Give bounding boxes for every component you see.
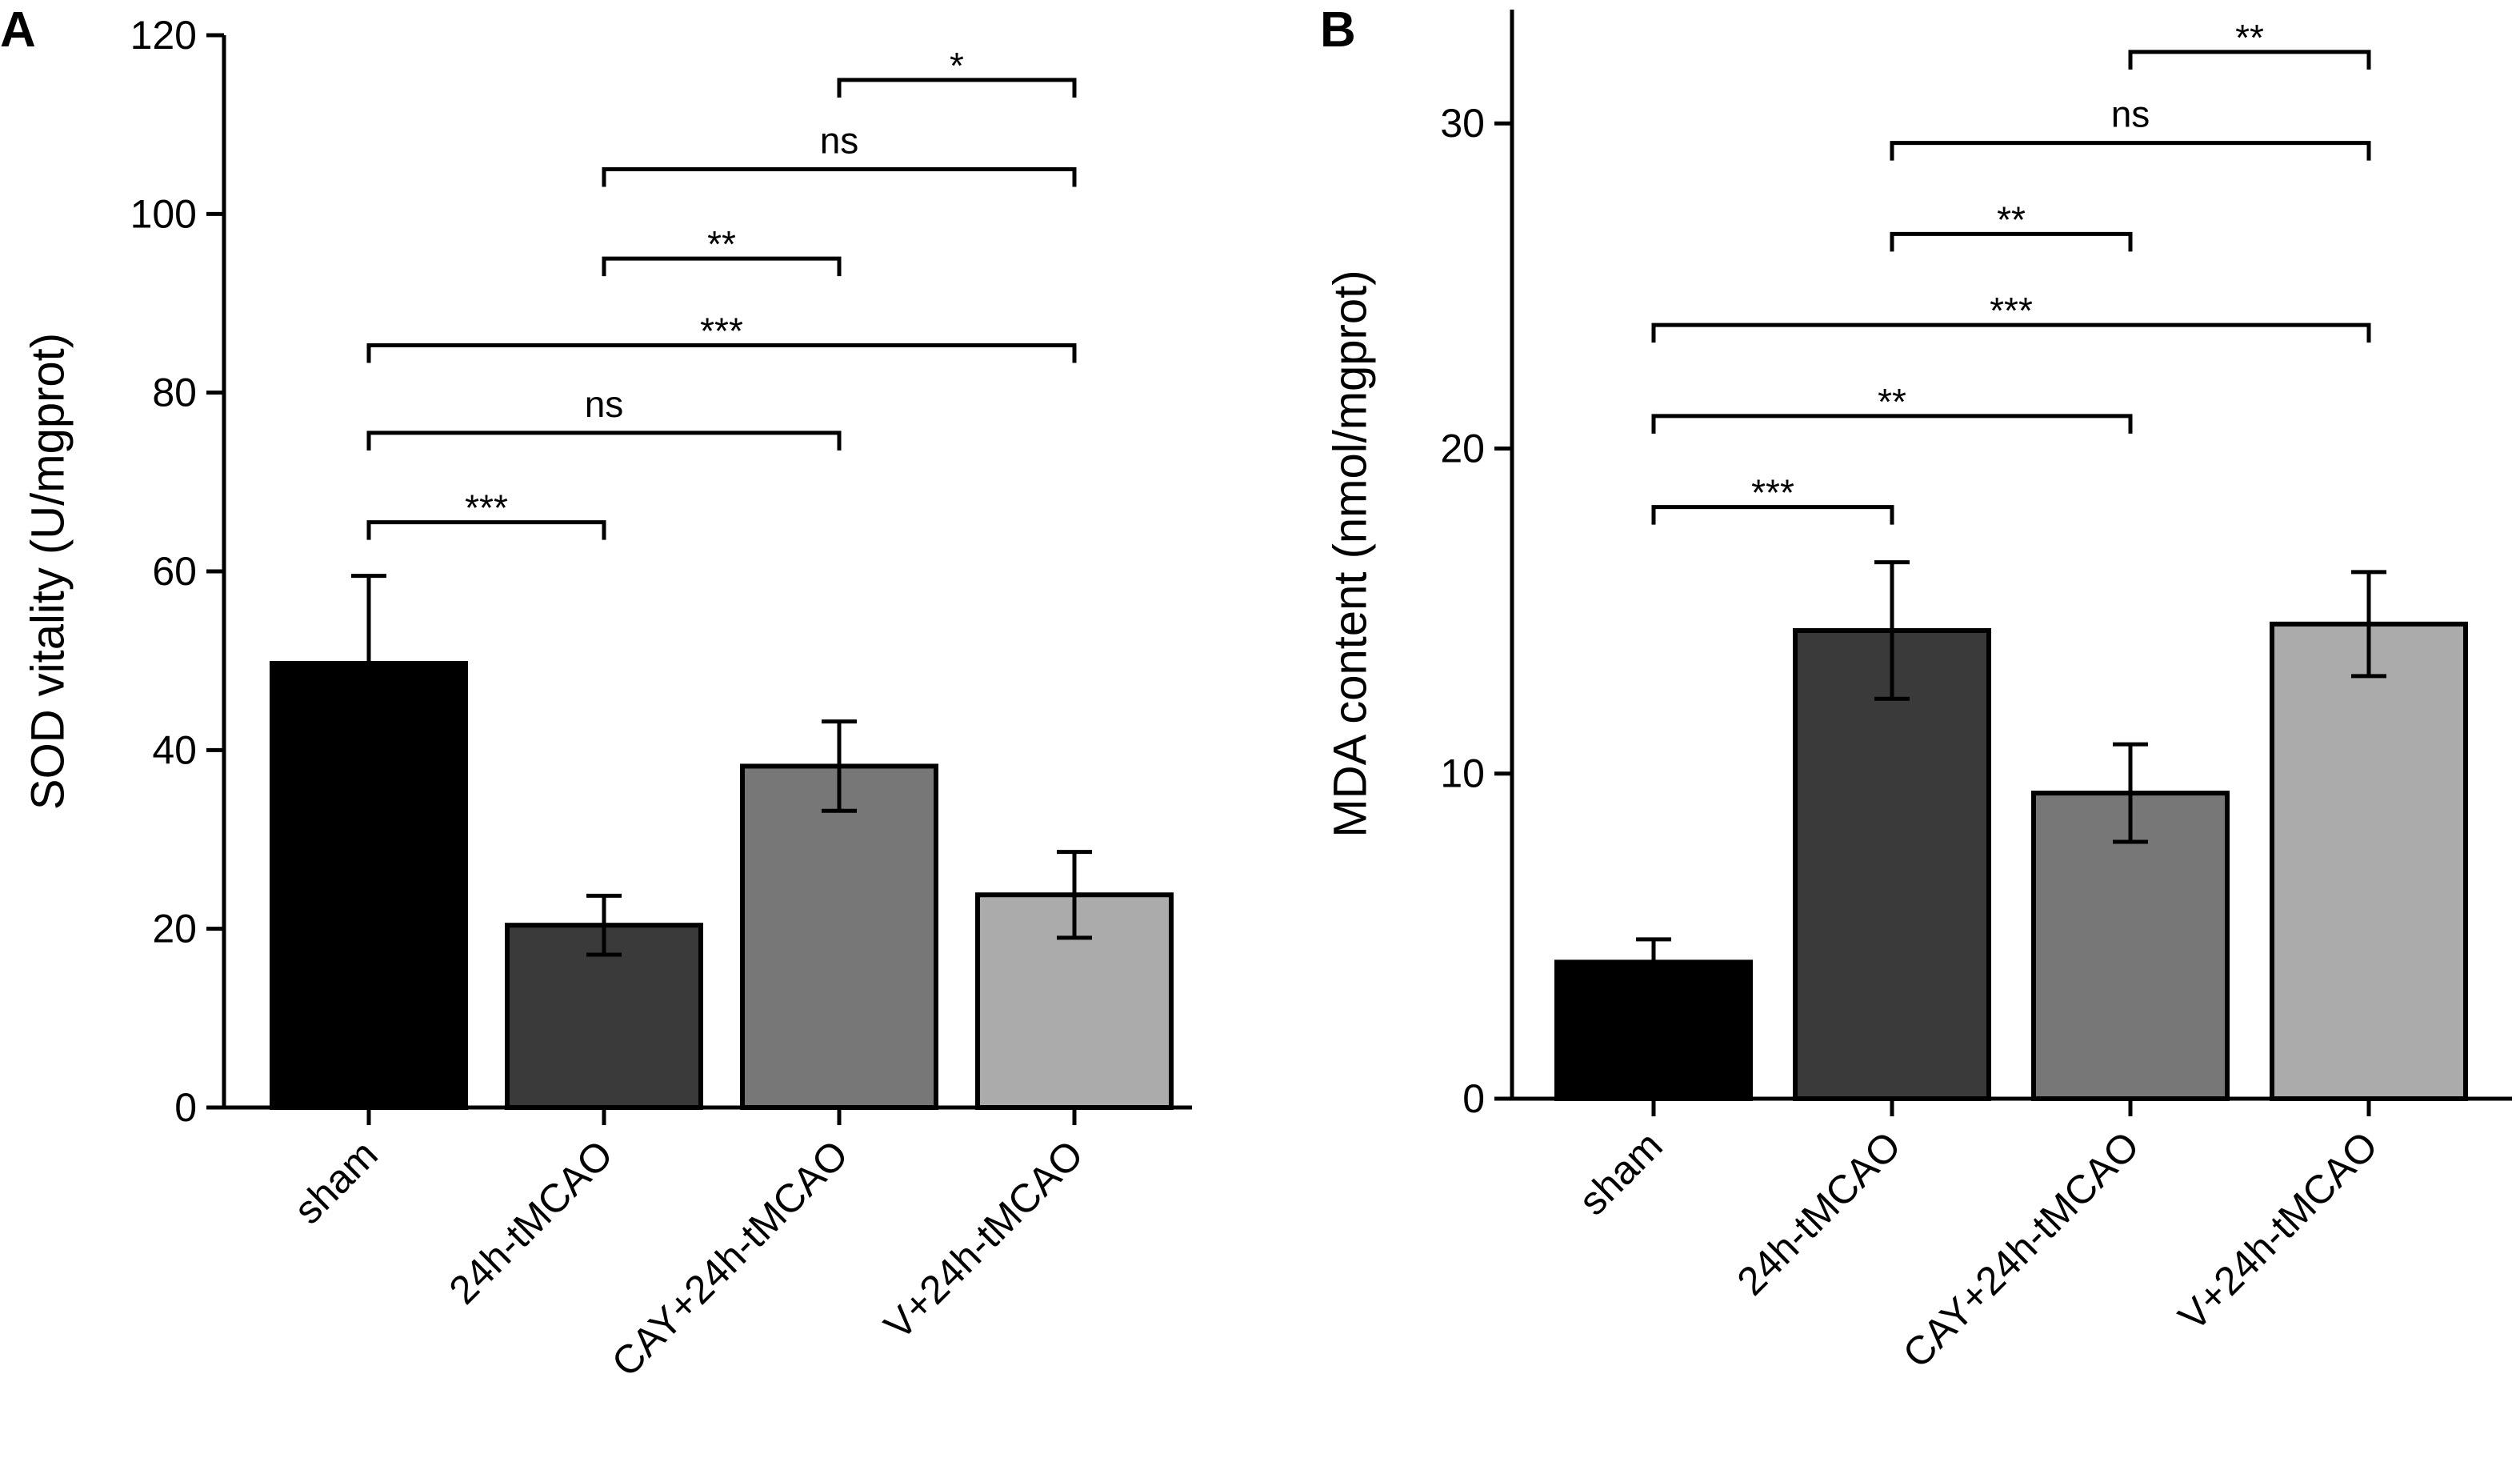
significance-label: ns [2111,94,2150,135]
category-label: sham [286,1132,386,1232]
category-label: 24h-tMCAO [1729,1123,1910,1304]
significance-bracket [1890,141,2371,161]
significance-bracket [366,520,606,540]
category-label: 24h-tMCAO [441,1132,622,1312]
bar [2031,791,2230,1102]
significance-label: ns [585,383,624,425]
panel-a: A 0 20 40 60 80 100 120 SOD vitality (U/mgprot) s… [0,2,1192,1385]
significance-bracket [602,167,1077,187]
y-tick-label: 0 [1462,1076,1485,1121]
category-label: CAY+24h-tMCAO [603,1132,857,1385]
y-axis-label: SOD vitality (U/mgprot) [22,333,74,810]
y-tick-label: 40 [152,727,197,772]
significance-bracket [2128,50,2371,70]
category-label: V+24h-tMCAO [2170,1123,2386,1339]
significance-bracket [366,431,842,451]
category-label: V+24h-tMCAO [875,1132,1091,1348]
significance-bracket [366,342,1077,363]
significance-label: *** [1990,290,2033,331]
y-tick-label: 120 [130,13,197,58]
significance-label: *** [700,310,743,351]
panel-letter: A [0,2,36,58]
y-axis-label: MDA content (nmol/mgprot) [1325,270,1377,837]
significance-label: *** [1751,472,1794,514]
significance-bracket [1651,414,2133,434]
significance-label: ns [820,120,859,162]
y-tick-label: 100 [130,191,197,236]
significance-label: ** [2235,17,2264,58]
y-tick-label: 20 [1440,426,1485,471]
y-tick-label: 10 [1440,751,1485,796]
significance-label: *** [465,487,508,529]
bar [740,763,938,1111]
panel-b: B 0 10 20 30 MDA content (nmol/mgprot) sham 24h… [1320,2,2512,1376]
y-tick-label: 80 [152,371,197,415]
category-label: CAY+24h-tMCAO [1894,1123,2148,1376]
significance-bracket [1651,322,2371,343]
y-tick-label: 60 [152,549,197,594]
y-tick-label: 30 [1440,101,1485,146]
significance-bracket [1651,505,1894,525]
significance-label: ** [1878,381,1906,423]
category-label: sham [1570,1123,1671,1224]
panel-letter: B [1320,2,1356,58]
significance-label: * [950,45,964,86]
significance-label: ** [1997,198,2026,240]
y-tick-label: 20 [152,907,197,951]
significance-bracket [1890,231,2133,252]
y-tick-label: 0 [174,1085,197,1130]
significance-bracket [837,78,1077,98]
significance-label: ** [707,223,736,265]
significance-bracket [602,256,842,277]
bar [2270,621,2468,1101]
